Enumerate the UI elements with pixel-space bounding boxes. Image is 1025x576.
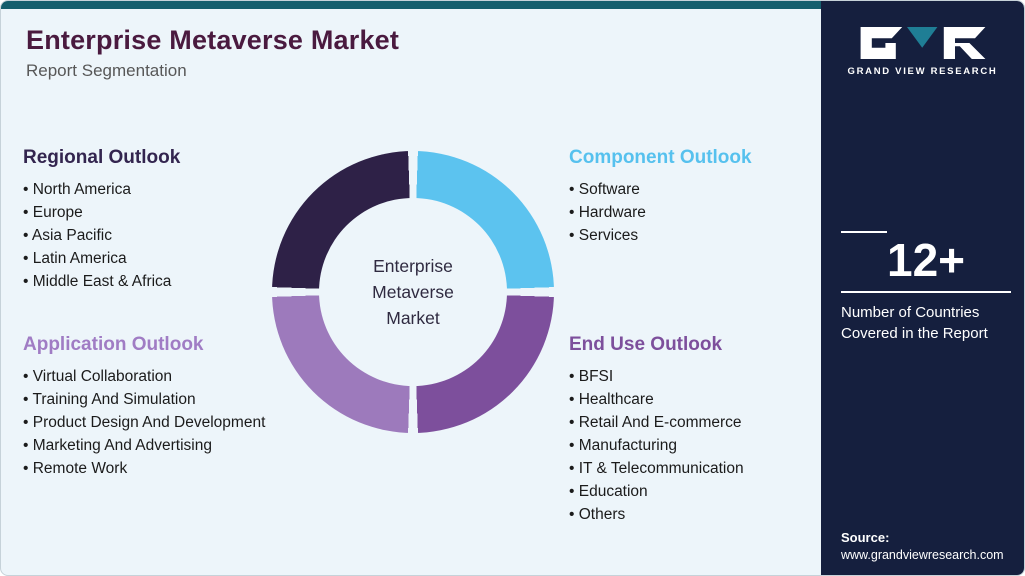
list-item: Others xyxy=(569,503,829,526)
list-item: Training And Simulation xyxy=(23,388,363,411)
list-item: Software xyxy=(569,178,809,201)
stat-top-rule xyxy=(841,231,887,233)
section-regional-outlook: Regional Outlook North AmericaEuropeAsia… xyxy=(23,147,303,293)
section-title-regional: Regional Outlook xyxy=(23,147,181,168)
section-enduse-outlook: End Use Outlook BFSIHealthcareRetail And… xyxy=(569,334,829,526)
donut-center-label: Enterprise Metaverse Market xyxy=(319,198,507,386)
list-item: Retail And E-commerce xyxy=(569,411,829,434)
section-list-application: Virtual CollaborationTraining And Simula… xyxy=(23,365,363,480)
gvr-logo-icon xyxy=(860,27,985,59)
list-item: Hardware xyxy=(569,201,809,224)
section-list-regional: North AmericaEuropeAsia PacificLatin Ame… xyxy=(23,178,303,293)
section-application-outlook: Application Outlook Virtual Collaboratio… xyxy=(23,334,363,480)
stat-bottom-rule xyxy=(841,290,1011,293)
list-item: Manufacturing xyxy=(569,434,829,457)
list-item: Virtual Collaboration xyxy=(23,365,363,388)
list-item: Healthcare xyxy=(569,388,829,411)
page-subtitle: Report Segmentation xyxy=(26,61,187,80)
section-list-enduse: BFSIHealthcareRetail And E-commerceManuf… xyxy=(569,365,829,526)
section-title-component: Component Outlook xyxy=(569,147,752,168)
section-title-enduse: End Use Outlook xyxy=(569,334,723,355)
list-item: IT & Telecommunication xyxy=(569,457,829,480)
countries-caption: Number of Countries Covered in the Repor… xyxy=(841,303,988,342)
countries-count: 12+ xyxy=(886,234,966,286)
top-accent-bar xyxy=(1,1,823,9)
brand-name: GRAND VIEW RESEARCH xyxy=(847,66,998,77)
sidebar-panel: GRAND VIEW RESEARCH 12+ Number of Countr… xyxy=(821,1,1024,575)
list-item: Asia Pacific xyxy=(23,224,303,247)
section-title-application: Application Outlook xyxy=(23,334,204,355)
list-item: Marketing And Advertising xyxy=(23,434,363,457)
section-component-outlook: Component Outlook SoftwareHardwareServic… xyxy=(569,147,809,247)
source-url: www.grandviewresearch.com xyxy=(841,548,1004,562)
list-item: Remote Work xyxy=(23,457,363,480)
list-item: BFSI xyxy=(569,365,829,388)
list-item: Europe xyxy=(23,201,303,224)
list-item: Services xyxy=(569,224,809,247)
list-item: Education xyxy=(569,480,829,503)
list-item: North America xyxy=(23,178,303,201)
page-title: Enterprise Metaverse Market xyxy=(26,25,400,55)
source-block: Source: www.grandviewresearch.com xyxy=(841,530,1004,562)
source-label: Source: xyxy=(841,530,890,545)
list-item: Product Design And Development xyxy=(23,411,363,434)
section-list-component: SoftwareHardwareServices xyxy=(569,178,809,247)
list-item: Latin America xyxy=(23,247,303,270)
countries-stat-block: 12+ Number of Countries Covered in the R… xyxy=(841,231,1011,344)
list-item: Middle East & Africa xyxy=(23,270,303,293)
brand-logo-block: GRAND VIEW RESEARCH xyxy=(821,25,1024,77)
